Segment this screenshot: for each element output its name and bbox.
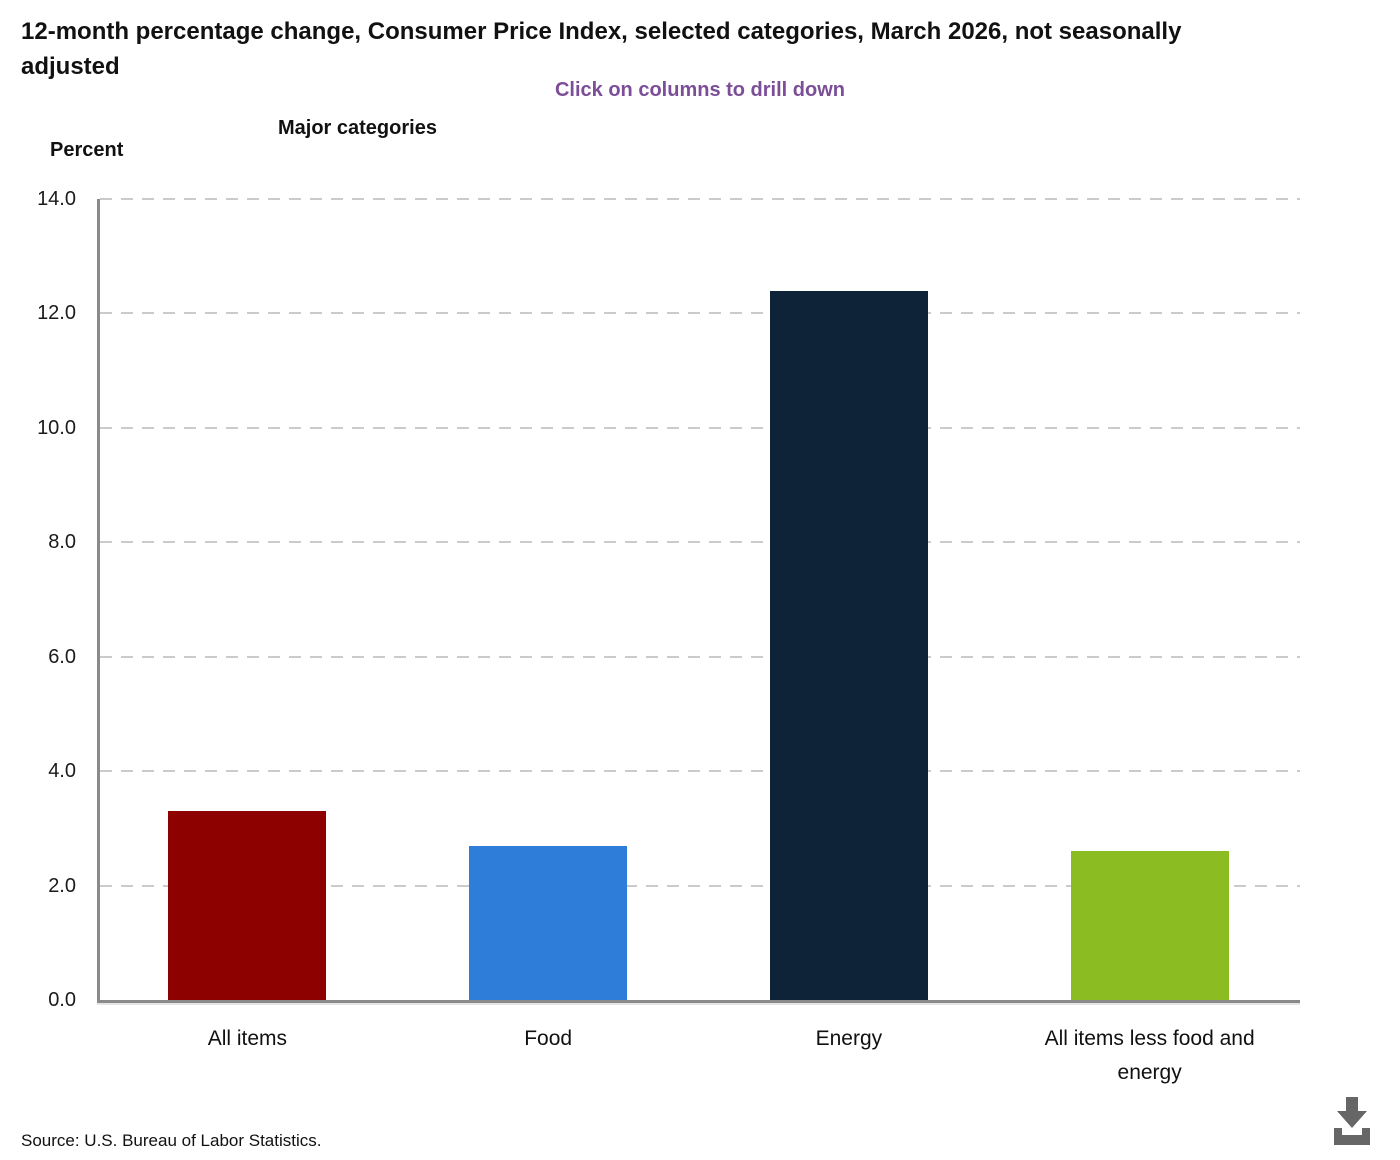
plot-area	[97, 198, 1300, 1003]
x-category-label-text: Energy	[815, 1027, 883, 1050]
bar-slot	[999, 199, 1300, 1000]
y-tick-label: 6.0	[48, 645, 76, 668]
x-category-label: All items	[97, 1016, 398, 1090]
y-tick-label: 0.0	[48, 989, 76, 1011]
source-note: Source: U.S. Bureau of Labor Statistics.	[21, 1131, 322, 1150]
x-axis-category-labels: All items Food Energy All items less food a…	[97, 1016, 1300, 1090]
y-tick-label: 2.0	[48, 874, 76, 897]
y-tick-label: 8.0	[48, 531, 76, 554]
bar-all-items[interactable]	[168, 811, 327, 1000]
download-icon	[1334, 1096, 1370, 1145]
y-tick-label: 14.0	[37, 188, 76, 210]
y-axis-line	[97, 199, 100, 1003]
y-tick-label: 10.0	[37, 416, 76, 439]
gridline	[100, 541, 1300, 544]
chart-title: 12-month percentage change, Consumer Pri…	[21, 18, 1182, 80]
bar-slot	[398, 199, 699, 1000]
x-category-label-text: All items	[207, 1027, 288, 1050]
y-axis-title: Percent	[50, 139, 124, 161]
y-tick-label: 4.0	[48, 760, 76, 783]
download-button[interactable]	[1326, 1094, 1378, 1150]
bar-slot	[97, 199, 398, 1000]
gridline	[100, 198, 1300, 200]
bar-energy[interactable]	[769, 290, 928, 1000]
bar-all-items-less-food-and-energy[interactable]	[1070, 851, 1229, 1000]
drilldown-hint-text: Click on columns to drill down	[554, 79, 845, 101]
gridline	[100, 770, 1300, 773]
x-category-label-text: All items less food and energy	[1044, 1027, 1255, 1084]
x-category-label: All items less food and energy	[999, 1016, 1300, 1090]
gridline	[100, 426, 1300, 429]
x-category-label: Food	[398, 1016, 699, 1090]
y-tick-label: 12.0	[37, 302, 76, 325]
x-category-label: Energy	[699, 1016, 1000, 1090]
gridline	[100, 655, 1300, 658]
bar-food[interactable]	[469, 845, 628, 1000]
gridline	[100, 884, 1300, 887]
bar-slot	[699, 199, 1000, 1000]
x-axis-line	[97, 1000, 1300, 1003]
x-category-label-text: Food	[524, 1027, 573, 1050]
gridline	[100, 312, 1300, 315]
x-axis-group-label: Major categories	[278, 117, 437, 139]
